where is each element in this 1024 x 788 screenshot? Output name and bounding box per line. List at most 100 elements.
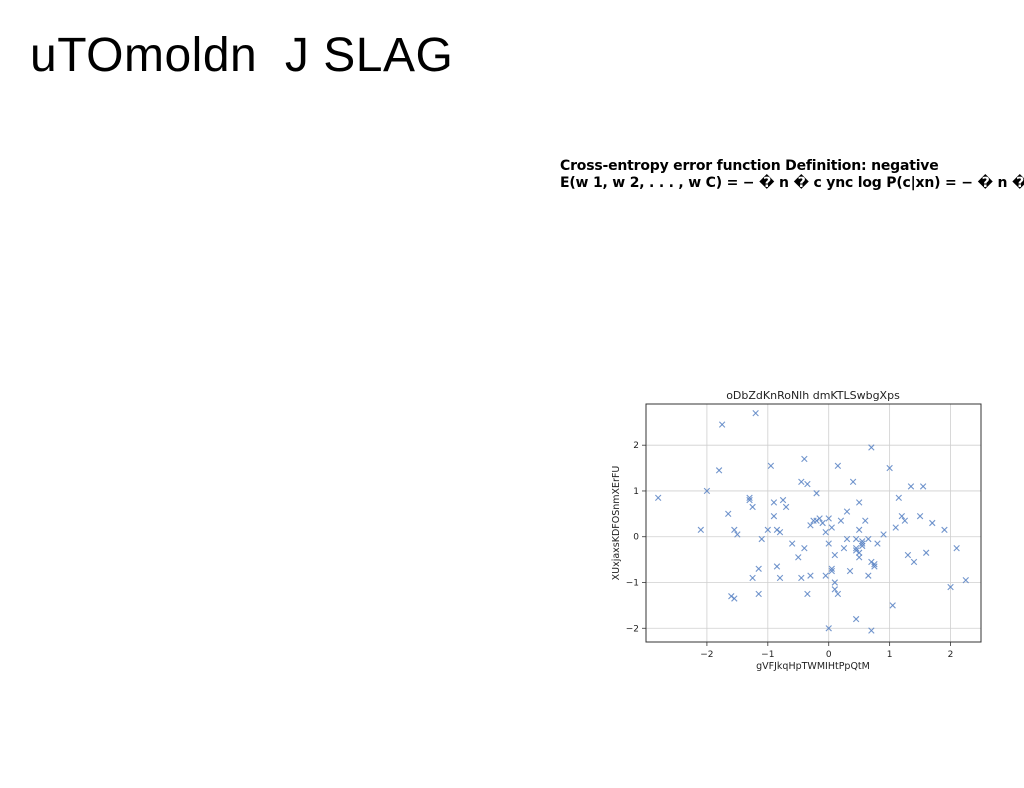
scatter-point xyxy=(822,528,829,536)
scatter-point xyxy=(852,535,860,543)
scatter-point xyxy=(718,421,726,428)
scatter-point xyxy=(654,494,662,502)
scatter-point xyxy=(929,519,936,527)
scatter-point xyxy=(798,478,805,485)
scatter-point xyxy=(703,487,711,495)
scatter-point xyxy=(807,522,814,529)
scatter-point xyxy=(725,510,732,518)
scatter-point xyxy=(941,526,948,534)
scatter-point xyxy=(962,577,969,584)
scatter-point xyxy=(813,517,820,524)
scatter-point xyxy=(840,544,848,552)
scatter-point xyxy=(697,526,705,534)
slide-title: uTOmoldn J SLAG xyxy=(30,29,454,82)
scatter-point xyxy=(807,572,814,579)
scatter-point xyxy=(731,526,738,534)
scatter-point xyxy=(755,565,762,572)
scatter-point xyxy=(901,517,909,524)
scatter-point xyxy=(734,531,741,538)
scatter-point xyxy=(859,538,866,545)
scatter-point xyxy=(776,574,784,582)
scatter-point xyxy=(828,567,835,575)
scatter-point xyxy=(801,544,808,552)
scatter-point xyxy=(767,462,775,469)
scatter-point xyxy=(855,499,863,506)
scatter-point xyxy=(907,483,915,490)
scatter-point xyxy=(825,540,832,547)
scatter-point xyxy=(855,526,863,534)
scatter-point xyxy=(749,574,756,582)
scatter-point xyxy=(831,586,839,593)
scatter-point xyxy=(919,483,927,490)
scatter-point xyxy=(773,563,781,570)
scatter-point xyxy=(855,549,863,556)
scatter-point xyxy=(910,558,918,566)
scatter-point xyxy=(953,544,960,552)
scatter-point xyxy=(782,503,790,511)
scatter-point xyxy=(755,590,762,598)
scatter-point xyxy=(749,503,756,511)
scatter-point xyxy=(868,558,875,566)
scatter-point xyxy=(852,544,860,552)
scatter-point xyxy=(859,542,866,550)
scatter-point xyxy=(871,563,878,570)
scatter-point xyxy=(828,565,835,572)
x-tick-label: 1 xyxy=(887,650,893,660)
scatter-point xyxy=(776,528,784,536)
scatter-point xyxy=(752,409,759,417)
scatter-point xyxy=(819,519,826,527)
scatter-point xyxy=(825,625,832,632)
scatter-point xyxy=(731,595,738,602)
scatter-point xyxy=(868,444,875,451)
scatter-point xyxy=(764,526,772,534)
plot-frame xyxy=(645,403,982,643)
scatter-point xyxy=(788,540,796,547)
scatter-point xyxy=(834,590,842,598)
scatter-point xyxy=(746,494,753,502)
x-tick-label: −2 xyxy=(700,650,713,660)
scatter-point xyxy=(795,554,802,561)
scatter-point xyxy=(813,490,820,497)
scatter-point xyxy=(779,496,787,504)
scatter-chart: oDbZdKnRoNlh dmKTLSwbgXps gVFJkqHpTWMIHt… xyxy=(611,389,982,672)
y-tick-label: −1 xyxy=(626,579,639,589)
scatter-point xyxy=(822,572,829,579)
scatter-point xyxy=(804,590,811,598)
scatter-point xyxy=(865,535,872,543)
scatter-point xyxy=(825,515,832,522)
definition-line-2: E(w 1, w 2, . . . , w C) = − � n � c ync… xyxy=(560,175,1024,191)
scatter-point xyxy=(715,467,723,474)
scatter-point xyxy=(859,540,866,547)
scatter-point xyxy=(837,517,845,524)
x-tick-label: −1 xyxy=(761,650,774,660)
y-tick-label: 0 xyxy=(633,533,639,543)
scatter-point xyxy=(874,540,881,547)
x-tick-label: 2 xyxy=(948,650,954,660)
scatter-point xyxy=(770,512,778,520)
scatter-point xyxy=(852,615,860,623)
scatter-point xyxy=(828,524,835,531)
scatter-point xyxy=(880,531,887,538)
y-tick-label: 1 xyxy=(633,487,639,497)
scatter-point xyxy=(855,554,863,561)
scatter-point xyxy=(843,535,851,543)
definition-line-1: Cross-entropy error function Definition:… xyxy=(560,158,939,174)
scatter-point xyxy=(895,494,902,502)
scatter-point xyxy=(804,480,811,488)
scatter-point xyxy=(758,535,765,543)
scatter-point xyxy=(862,517,869,524)
x-axis-label: gVFJkqHpTWMIHtPpQtM xyxy=(756,661,870,672)
scatter-point xyxy=(904,551,912,559)
scatter-point xyxy=(865,572,872,579)
scatter-point xyxy=(889,602,896,609)
y-tick-label: −2 xyxy=(626,624,639,634)
scatter-point xyxy=(831,551,839,559)
scatter-point xyxy=(810,517,817,524)
scatter-point xyxy=(898,512,906,520)
scatter-point xyxy=(843,508,851,515)
scatter-point xyxy=(831,579,839,586)
y-tick-label: 2 xyxy=(633,441,639,451)
definition-text: Cross-entropy error function Definition:… xyxy=(560,158,1024,192)
x-tick-label: 0 xyxy=(826,650,832,660)
chart-title: oDbZdKnRoNlh dmKTLSwbgXps xyxy=(726,389,900,402)
